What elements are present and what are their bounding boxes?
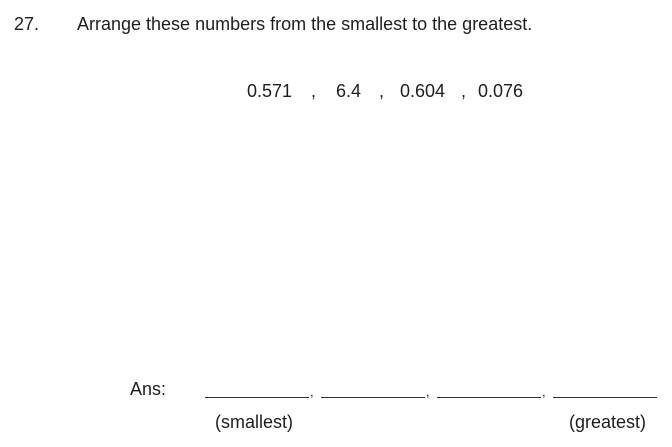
number-item: 0.076 [478,81,524,101]
smallest-note: (smallest) [215,412,294,432]
number-item: 6.4 [336,81,362,101]
blank-separator-comma: , [426,384,430,399]
separator-comma: , [379,81,385,101]
blank-separator-comma: , [542,384,546,399]
number-item: 0.604 [400,81,446,101]
number-item: 0.571 [247,81,293,101]
separator-comma: , [311,81,317,101]
blank-separator-comma: , [310,384,314,399]
answer-blank-3[interactable] [437,397,541,398]
separator-comma: , [461,81,467,101]
greatest-note: (greatest) [569,412,647,432]
answer-blank-1[interactable] [205,397,309,398]
answer-label: Ans: [130,379,167,399]
question-number: 27. [14,14,40,34]
answer-blank-4[interactable] [553,397,657,398]
question-text: Arrange these numbers from the smallest … [77,14,533,34]
answer-blank-2[interactable] [321,397,425,398]
